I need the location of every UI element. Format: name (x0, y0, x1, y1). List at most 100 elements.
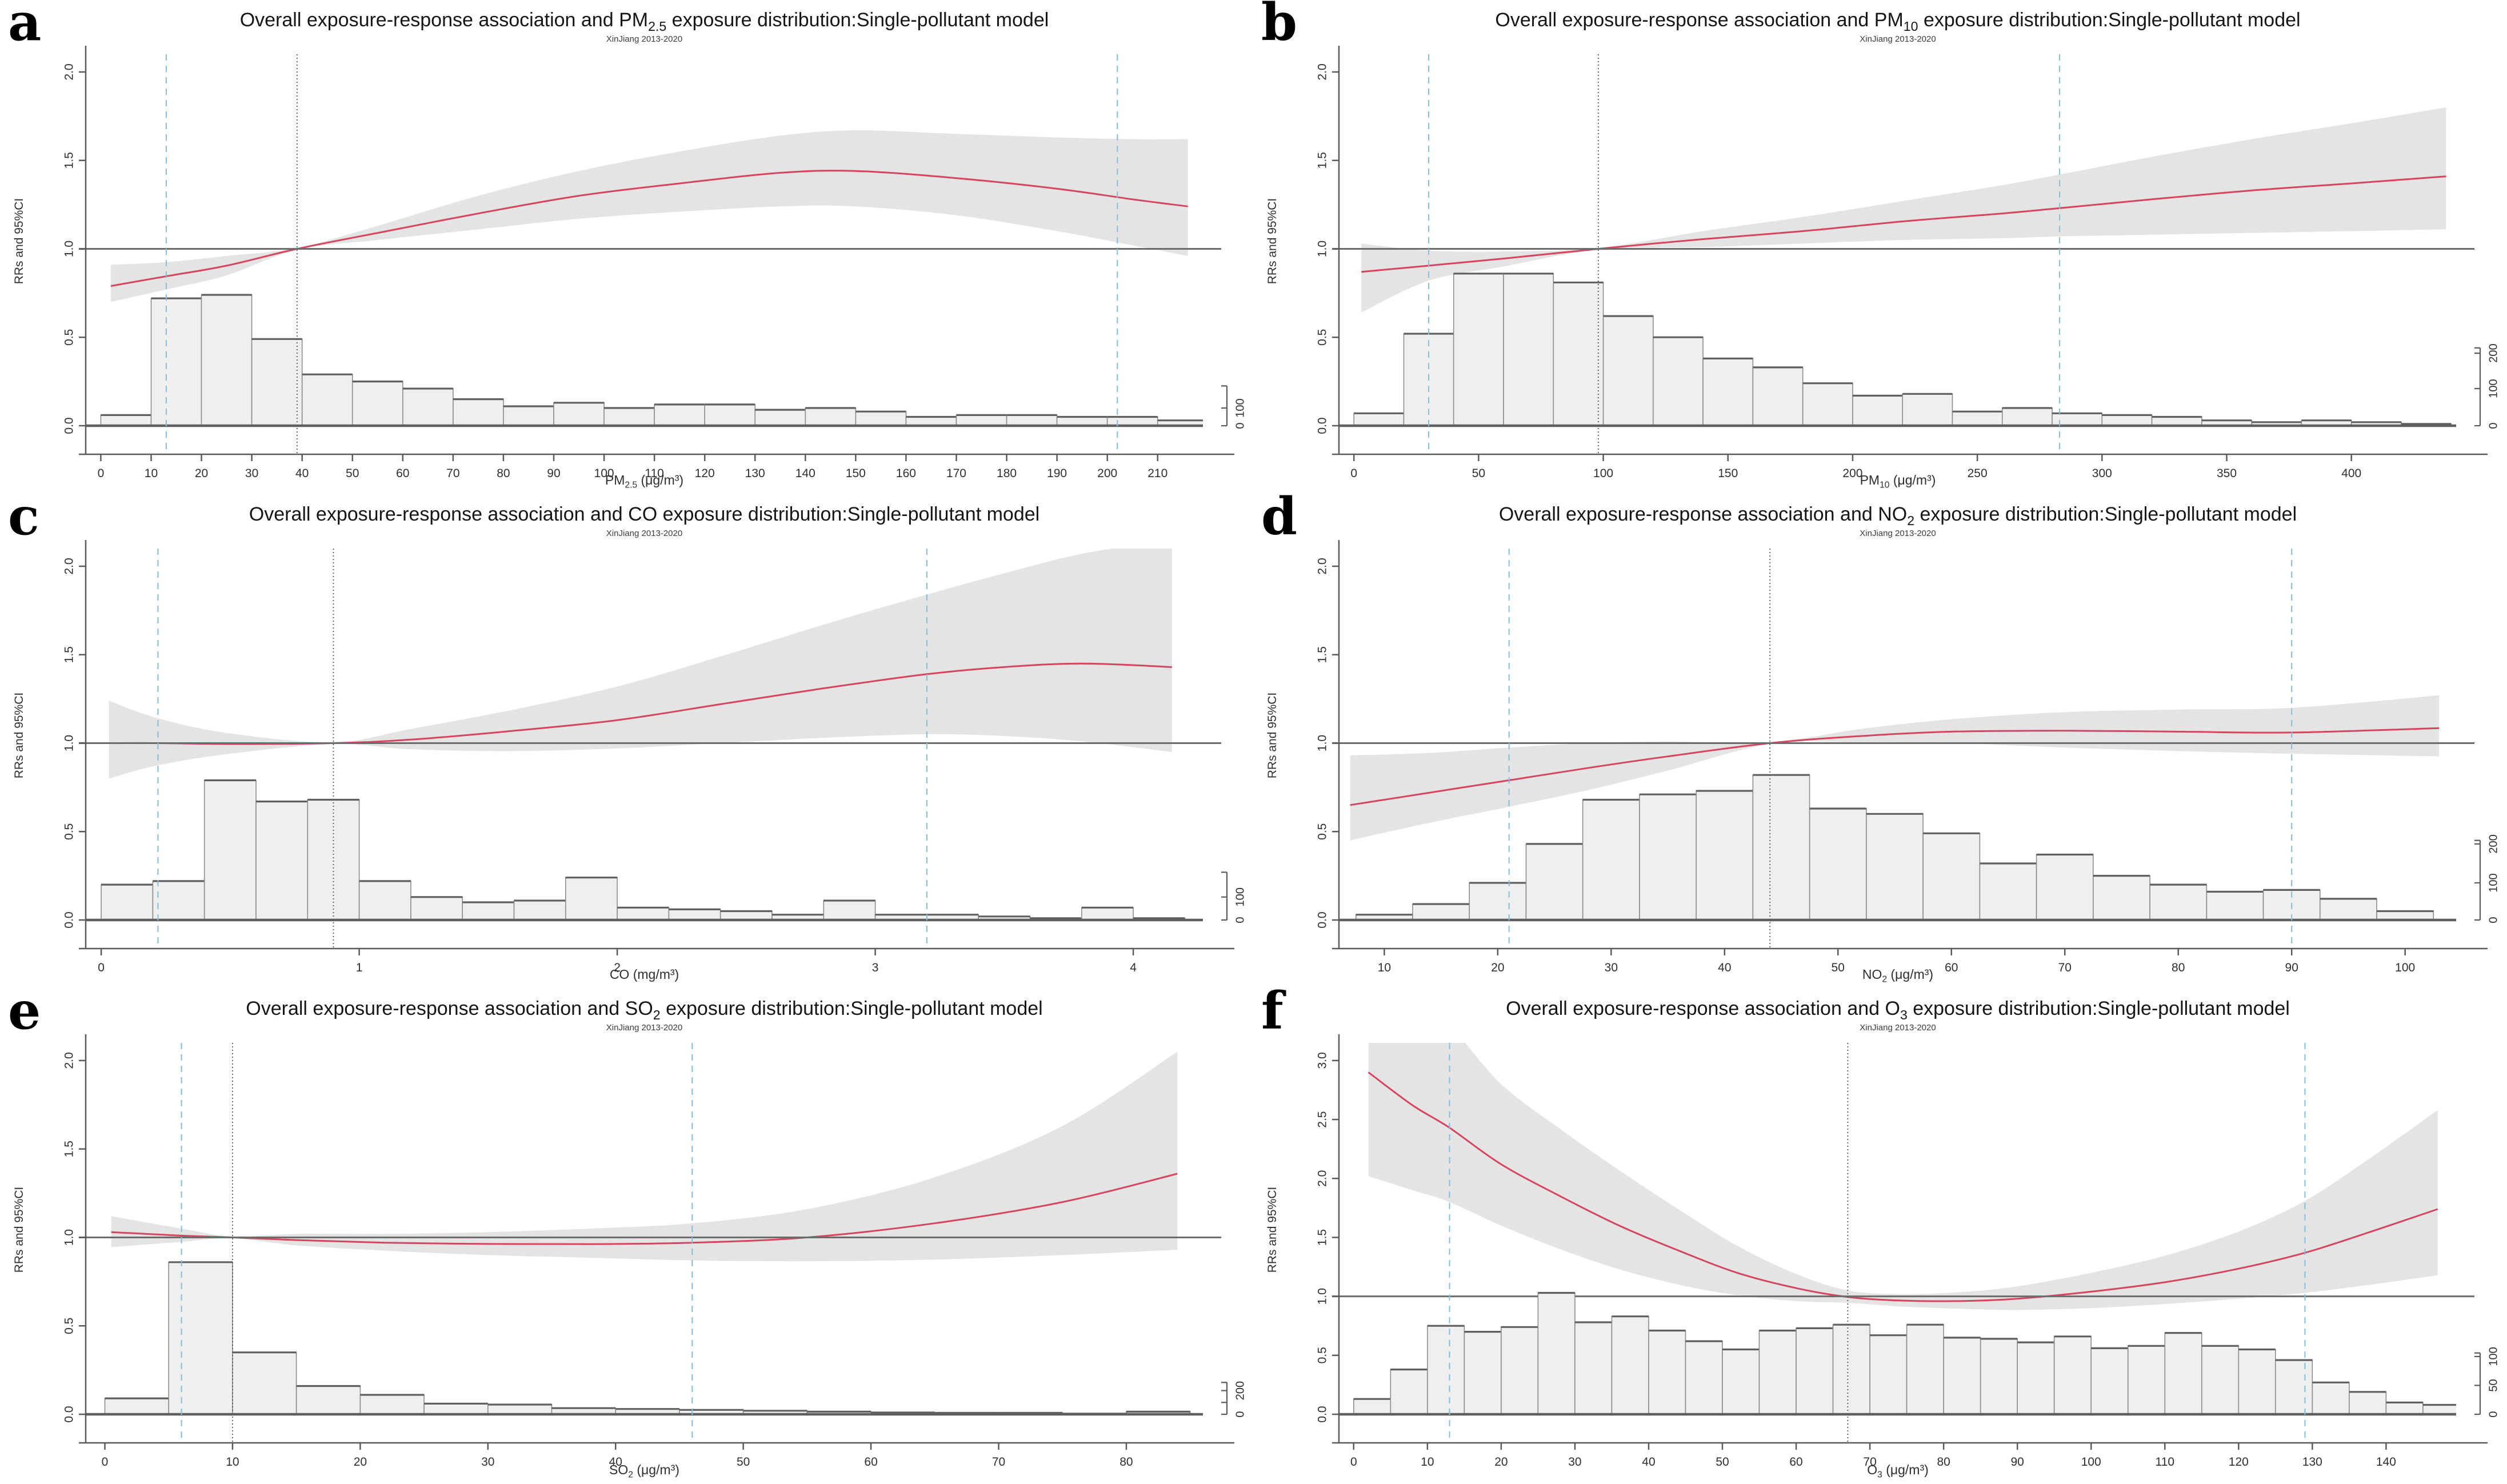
y-tick-label: 0.0 (1316, 911, 1329, 928)
response-curve (110, 170, 1188, 287)
x-axis-label-subscript: 2 (628, 1470, 633, 1480)
hist-bar (617, 907, 670, 921)
x-tick-label: 80 (2172, 961, 2185, 974)
x-tick-label: 120 (695, 467, 715, 480)
y-tick-label: 1.5 (1316, 152, 1329, 169)
y-tick-label: 0.0 (1316, 417, 1329, 434)
hist-bar (1869, 1334, 1908, 1415)
y-tick-label: 0.0 (63, 1406, 76, 1422)
x-tick-label: 190 (1047, 467, 1067, 480)
hist-bar (565, 877, 618, 921)
x-tick-label: 2 (614, 961, 621, 974)
exposure-histogram (1353, 1291, 2456, 1415)
x-axis-label-subscript: 2.5 (625, 481, 638, 490)
x-axis-label-text: O (1867, 1462, 1878, 1478)
x-tick-label: 40 (295, 467, 309, 480)
hist-bar (423, 1403, 489, 1415)
y-tick-label: 0.0 (63, 417, 76, 434)
chart-title-text: Overall exposure-response association an… (239, 9, 649, 31)
hist-bar (1056, 416, 1108, 426)
y-tick-label: 1.0 (63, 735, 76, 751)
hist-bar (2017, 1342, 2055, 1415)
x-tick-label: 140 (795, 467, 815, 480)
x-tick-label: 30 (1568, 1455, 1581, 1469)
hist-bar (2151, 416, 2202, 426)
x-tick-label: 200 (1097, 467, 1117, 480)
plot-inner (1368, 1043, 2438, 1310)
hist-bar (462, 902, 515, 921)
y-axis-label: RRs and 95%CI (13, 1186, 26, 1273)
x-tick-label: 50 (1716, 1455, 1729, 1469)
ci-band (111, 130, 1188, 302)
hist-bar (1453, 273, 1504, 426)
y-tick-label: 0.5 (1316, 823, 1329, 840)
x-tick-label: 30 (245, 467, 258, 480)
hist-bar (150, 298, 202, 426)
x-axis-label-subscript: 3 (1877, 1470, 1882, 1480)
freq-tick-label: 100 (1234, 887, 1246, 906)
freq-tick-label: 0 (1234, 917, 1246, 923)
hist-bar (1752, 774, 1810, 921)
freq-tick-label: 200 (1234, 1381, 1246, 1400)
y-tick-label: 1.0 (1316, 241, 1329, 257)
panel-letter-d: d (1261, 486, 1297, 547)
x-tick-label: 90 (2011, 1455, 2024, 1469)
x-axis: 10 20 30 40 50 60 70 80 90 100 (1332, 947, 2488, 974)
exposure-histogram (1353, 273, 2452, 426)
hist-bar (2201, 1345, 2240, 1415)
chart-subtitle: XinJiang 2013-2020 (1860, 529, 1936, 538)
hist-bar (1469, 882, 1527, 921)
hist-bar (301, 374, 353, 426)
response-curve (1361, 175, 2446, 273)
x-axis: 0 50 100 150 200 250 300 350 400 (1332, 453, 2488, 480)
x-tick-label: 4 (1130, 961, 1137, 974)
hist-bar (1866, 813, 1924, 921)
x-tick-label: 0 (102, 1455, 109, 1469)
x-axis-label-units: (μg/m³) (637, 473, 684, 488)
x-tick-label: 20 (1491, 961, 1504, 974)
ci-band (1368, 1043, 2438, 1310)
hist-bar (1602, 315, 1654, 426)
y-tick-label: 2.0 (63, 558, 76, 574)
panel-f: 0.0 0.5 1.0 1.5 2.0 2.5 3.0 0 10 20 30 40 50 60 70 80 90… (1253, 983, 2507, 1484)
chart-title-text: Overall exposure-response association an… (1506, 998, 1900, 1019)
hist-bar (1696, 790, 1754, 921)
hist-bar (1106, 416, 1158, 426)
chart-title-rest: exposure distribution:Single-pollutant m… (660, 998, 1043, 1019)
y-tick-label: 1.0 (63, 241, 76, 257)
hist-bar (513, 900, 566, 921)
x-axis-label-subscript: 2 (1882, 975, 1888, 985)
y-tick-label: 1.5 (63, 646, 76, 663)
hist-bar (654, 404, 705, 426)
hist-bar (1922, 833, 1981, 921)
y-tick-label: 2.0 (1316, 558, 1329, 574)
x-tick-label: 10 (1421, 1455, 1434, 1469)
hist-bar (2164, 1332, 2202, 1415)
x-tick-label: 0 (98, 467, 105, 480)
x-axis-label-units: (mg/m³) (629, 967, 679, 982)
x-tick-label: 60 (396, 467, 409, 480)
x-tick-label: 100 (2395, 961, 2415, 974)
hist-bar (2385, 1402, 2424, 1415)
chart-subtitle: XinJiang 2013-2020 (606, 1023, 683, 1033)
y-tick-label: 2.5 (1316, 1111, 1329, 1128)
hist-bar (203, 779, 257, 921)
x-tick-label: 40 (609, 1455, 622, 1469)
x-axis-label: PM2.5 (μg/m³) (86, 473, 1203, 491)
x-tick-label: 70 (1863, 1455, 1876, 1469)
hist-bar (2093, 875, 2150, 921)
hist-bar (1390, 1369, 1428, 1415)
hist-bar (719, 910, 773, 921)
x-axis-label: SO2 (μg/m³) (86, 1462, 1203, 1481)
response-curve (1368, 1071, 2438, 1302)
hist-bar (2238, 1349, 2276, 1415)
y-tick-label: 1.5 (63, 152, 76, 169)
x-tick-label: 140 (2376, 1455, 2396, 1469)
x-tick-label: 10 (1378, 961, 1391, 974)
hist-bar (1353, 1398, 1392, 1415)
freq-axis: 0 200 (1221, 1381, 1246, 1418)
x-tick-label: 0 (98, 961, 105, 974)
chart-subtitle: XinJiang 2013-2020 (1860, 1023, 1936, 1033)
freq-tick-label: 100 (2487, 1347, 2500, 1366)
chart-subtitle: XinJiang 2013-2020 (606, 34, 683, 44)
